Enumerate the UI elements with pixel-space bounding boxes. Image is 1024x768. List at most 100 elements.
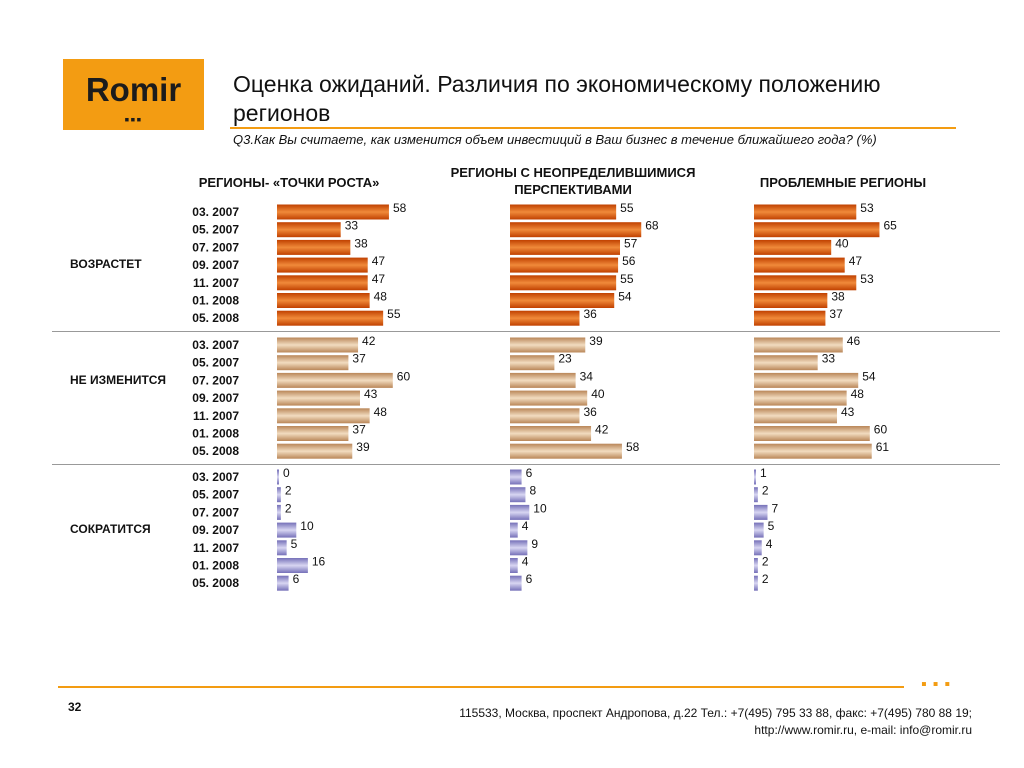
bar xyxy=(277,310,384,326)
data-label: 55 xyxy=(620,201,634,215)
category-tick-label: 05. 2008 xyxy=(192,576,239,590)
group-separator xyxy=(52,331,1000,332)
bar xyxy=(277,426,349,441)
web-line: http://www.romir.ru, e-mail: info@romir.… xyxy=(754,723,972,737)
data-label: 4 xyxy=(522,519,529,533)
data-label: 58 xyxy=(626,440,640,454)
bar xyxy=(754,443,872,459)
romir-logo: Romir ▪▪▪ xyxy=(63,59,204,130)
data-label: 54 xyxy=(862,369,876,383)
data-label: 43 xyxy=(364,387,378,401)
bar xyxy=(754,337,843,353)
data-label: 7 xyxy=(772,501,779,515)
address-line: 115533, Москва, проспект Андропова, д.22… xyxy=(459,706,972,720)
data-label: 43 xyxy=(841,405,855,419)
logo-text: Romir xyxy=(85,71,182,108)
column-header-undetermined: РЕГИОНЫ С НЕОПРЕДЕЛИВШИМИСЯ ПЕРСПЕКТИВАМ… xyxy=(450,165,696,197)
bar xyxy=(510,355,555,371)
bar xyxy=(277,522,297,538)
data-label: 48 xyxy=(851,387,865,401)
data-label: 47 xyxy=(372,254,386,268)
data-label: 1 xyxy=(760,466,767,480)
data-label: 5 xyxy=(291,537,298,551)
category-tick-label: 03. 2007 xyxy=(192,470,239,484)
bar xyxy=(510,558,518,573)
data-label: 36 xyxy=(583,405,597,419)
data-label: 60 xyxy=(874,423,888,437)
data-label: 33 xyxy=(822,352,836,366)
bar xyxy=(277,540,287,556)
bar xyxy=(277,575,289,591)
bar xyxy=(754,372,859,388)
bar xyxy=(510,337,586,353)
bar xyxy=(510,443,622,459)
data-label: 58 xyxy=(393,201,407,215)
data-label: 2 xyxy=(762,572,769,586)
bar xyxy=(754,222,880,238)
data-label: 4 xyxy=(766,537,773,551)
bar xyxy=(754,575,758,591)
bar xyxy=(510,540,528,556)
bar xyxy=(754,469,756,485)
data-label: 47 xyxy=(372,272,386,286)
bar xyxy=(510,390,588,406)
data-label: 47 xyxy=(849,254,863,268)
data-label: 6 xyxy=(293,572,300,586)
data-label: 39 xyxy=(356,440,370,454)
bar xyxy=(754,487,758,503)
bar xyxy=(277,293,370,308)
category-tick-label: 01. 2008 xyxy=(192,559,239,573)
bar xyxy=(754,204,857,220)
bar xyxy=(277,487,281,503)
row-label-decrease: СОКРАТИТСЯ xyxy=(70,522,151,536)
bar xyxy=(277,337,359,353)
category-tick-label: 09. 2007 xyxy=(192,258,239,272)
category-tick-label: 05. 2008 xyxy=(192,311,239,325)
category-tick-label: 05. 2008 xyxy=(192,444,239,458)
data-label: 68 xyxy=(645,219,659,233)
data-label: 2 xyxy=(762,484,769,498)
data-label: 37 xyxy=(829,307,843,321)
data-label: 2 xyxy=(762,555,769,569)
data-label: 9 xyxy=(531,537,538,551)
data-label: 53 xyxy=(860,201,874,215)
bar xyxy=(754,293,828,308)
data-label: 39 xyxy=(589,334,603,348)
category-tick-label: 11. 2007 xyxy=(193,276,239,290)
bar xyxy=(277,222,341,238)
category-tick-label: 09. 2007 xyxy=(192,523,239,537)
data-label: 42 xyxy=(595,423,609,437)
data-label: 34 xyxy=(580,369,594,383)
category-tick-label: 11. 2007 xyxy=(193,541,239,555)
data-label: 36 xyxy=(583,307,597,321)
data-label: 40 xyxy=(835,236,849,250)
category-tick-label: 07. 2007 xyxy=(192,373,239,387)
bar xyxy=(277,275,368,291)
category-tick-label: 03. 2007 xyxy=(192,338,239,352)
bar xyxy=(754,390,847,406)
bar xyxy=(754,540,762,556)
category-tick-label: 05. 2007 xyxy=(192,488,239,502)
bar xyxy=(754,408,837,424)
data-label: 5 xyxy=(768,519,775,533)
bar xyxy=(754,239,832,255)
data-label: 2 xyxy=(285,501,292,515)
bar xyxy=(277,504,281,520)
data-label: 57 xyxy=(624,236,638,250)
bar xyxy=(510,504,530,520)
category-tick-label: 03. 2007 xyxy=(192,205,239,219)
data-label: 4 xyxy=(522,555,529,569)
bar xyxy=(754,257,845,273)
data-label: 33 xyxy=(345,219,359,233)
data-label: 42 xyxy=(362,334,376,348)
bar xyxy=(754,558,758,573)
category-tick-label: 05. 2007 xyxy=(192,223,239,237)
data-label: 55 xyxy=(387,307,401,321)
data-label: 48 xyxy=(374,405,388,419)
bar xyxy=(510,204,617,220)
data-label: 6 xyxy=(526,466,533,480)
bar xyxy=(510,275,617,291)
data-label: 37 xyxy=(352,423,366,437)
data-label: 40 xyxy=(591,387,605,401)
bar xyxy=(510,239,621,255)
